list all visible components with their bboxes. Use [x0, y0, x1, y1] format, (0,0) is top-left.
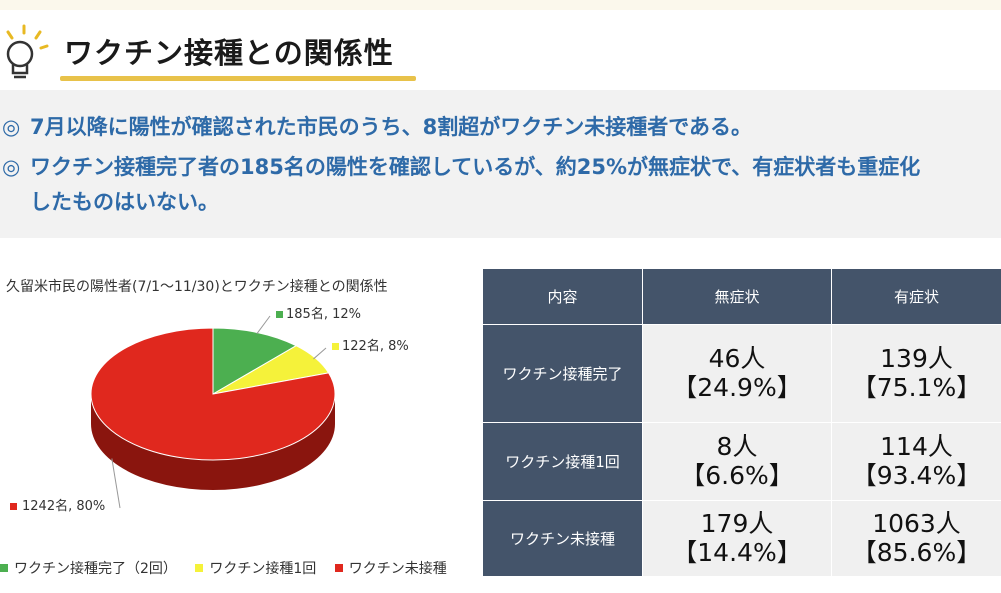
- legend-item-one-dose: ワクチン接種1回: [195, 558, 316, 578]
- row-label: ワクチン未接種: [482, 500, 643, 577]
- legend-item-complete: ワクチン接種完了（2回）: [0, 558, 177, 578]
- legend-swatch: [0, 564, 8, 572]
- asymptomatic-cell: 8人 【6.6%】: [642, 422, 832, 501]
- symptomatic-cell: 1063人 【85.6%】: [831, 500, 1001, 577]
- top-strip: [0, 0, 1001, 10]
- lightbulb-icon: [6, 24, 49, 79]
- table-row: ワクチン接種完了 46人 【24.9%】 139人 【75.1%】: [482, 324, 1001, 423]
- asymptomatic-cell: 179人 【14.4%】: [642, 500, 832, 577]
- pie-side-2: [91, 394, 335, 490]
- symptom-table: 内容 無症状 有症状 ワクチン接種完了 46人 【24.9%】 139人 【75.1…: [482, 268, 1001, 577]
- label-swatch: [276, 311, 283, 318]
- bullet-mark: ◎: [2, 115, 21, 139]
- summary-line-2-cont: したものはいない。: [30, 189, 219, 214]
- summary-box: ◎ 7月以降に陽性が確認された市民のうち、8割超がワクチン未接種者である。 ◎ ワク…: [0, 90, 1001, 238]
- leader-line: [256, 315, 271, 335]
- data-label-0: 185名, 12%: [286, 306, 361, 322]
- pie-chart: 185名, 12% 122名, 8% 1242名, 80%: [10, 306, 409, 514]
- summary-bullet-2: ◎ ワクチン接種完了者の185名の陽性を確認しているが、約25%が無症状で、有症状…: [2, 150, 997, 219]
- legend-swatch: [334, 564, 343, 572]
- leader-line: [313, 347, 327, 360]
- bullet-mark: ◎: [2, 155, 21, 179]
- label-swatch: [332, 343, 339, 350]
- page-title: ワクチン接種との関係性: [64, 36, 394, 70]
- data-label-2: 1242名, 80%: [22, 498, 105, 514]
- asymptomatic-cell: 46人 【24.9%】: [642, 324, 832, 423]
- summary-line-1: 7月以降に陽性が確認された市民のうち、8割超がワクチン未接種者である。: [30, 115, 753, 139]
- title-underline: [60, 76, 416, 81]
- row-label: ワクチン接種完了: [482, 324, 643, 423]
- pie-slice-2: [90, 327, 336, 461]
- legend-item-unvaccinated: ワクチン未接種: [334, 558, 447, 578]
- table-row: ワクチン接種1回 8人 【6.6%】 114人 【93.4%】: [482, 422, 1001, 501]
- leader-line: [111, 458, 121, 509]
- chart-legend: ワクチン接種完了（2回） ワクチン接種1回 ワクチン未接種: [0, 558, 461, 578]
- summary-bullet-1: ◎ 7月以降に陽性が確認された市民のうち、8割超がワクチン未接種者である。: [2, 110, 752, 145]
- summary-line-2: ワクチン接種完了者の185名の陽性を確認しているが、約25%が無症状で、有症状者…: [30, 155, 921, 179]
- symptomatic-cell: 114人 【93.4%】: [831, 422, 1001, 501]
- header-asymptomatic: 無症状: [642, 268, 832, 325]
- title-row: ワクチン接種との関係性: [0, 18, 1001, 81]
- table-row: ワクチン未接種 179人 【14.4%】 1063人 【85.6%】: [482, 500, 1001, 577]
- data-label-1: 122名, 8%: [342, 338, 409, 354]
- legend-swatch: [195, 564, 204, 572]
- label-swatch: [10, 503, 17, 510]
- header-content: 内容: [482, 268, 643, 325]
- header-symptomatic: 有症状: [831, 268, 1001, 325]
- chart-title: 久留米市民の陽性者(7/1～11/30)とワクチン接種との関係性: [6, 279, 388, 295]
- symptomatic-cell: 139人 【75.1%】: [831, 324, 1001, 423]
- row-label: ワクチン接種1回: [482, 422, 643, 501]
- table-header-row: 内容 無症状 有症状: [482, 268, 1001, 325]
